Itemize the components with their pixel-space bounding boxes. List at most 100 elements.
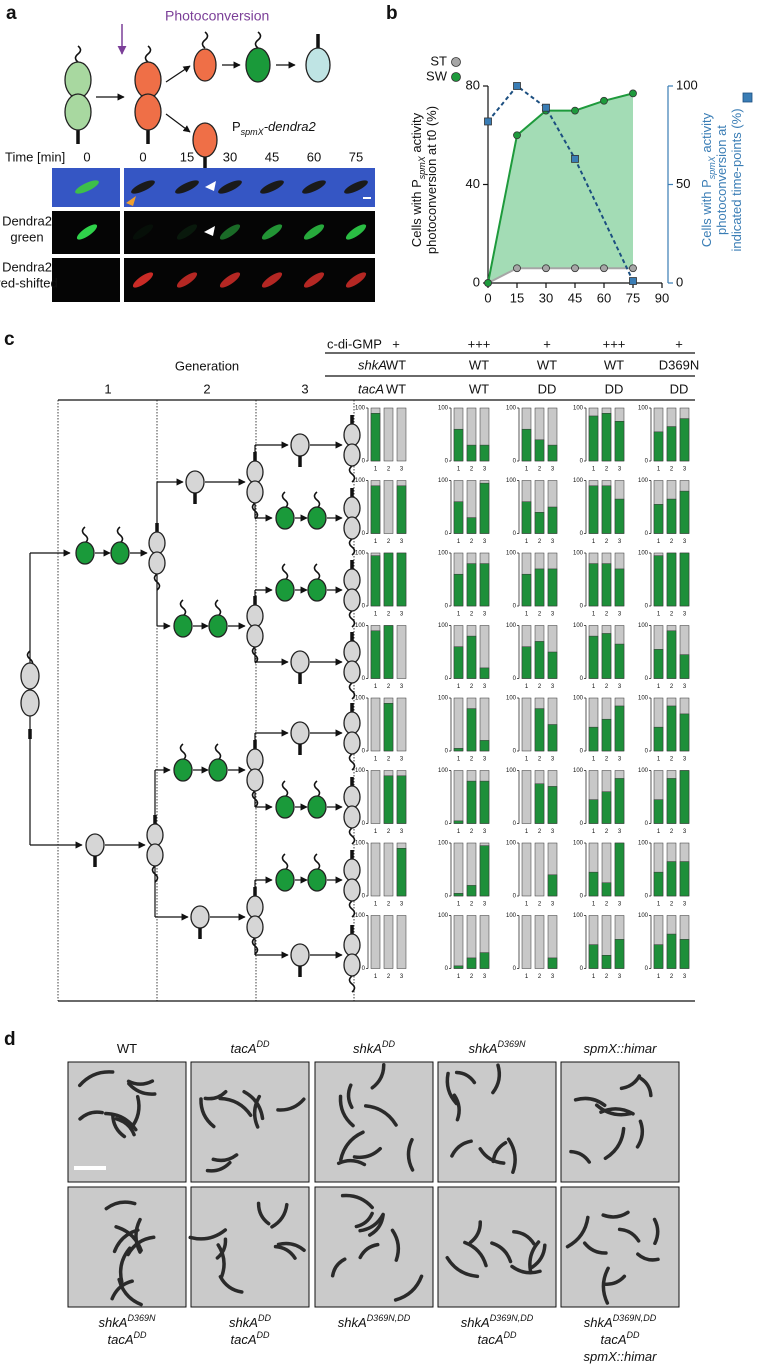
header-value: D369N: [659, 357, 699, 372]
bar-rest: [396, 407, 407, 462]
bar: [547, 724, 558, 752]
flagellum: [151, 865, 159, 883]
cell: [190, 905, 210, 929]
bar: [479, 952, 490, 969]
cell-image: [218, 1274, 244, 1294]
cell: [134, 61, 162, 99]
x-tick-label: 1: [374, 757, 378, 763]
bar: [534, 568, 545, 607]
x-tick-label: 1: [457, 829, 461, 835]
x-tick-label: 1: [657, 902, 661, 908]
y-tick-label: 0: [513, 821, 517, 827]
header-value: WT: [386, 357, 406, 372]
point: [600, 96, 608, 105]
cell-image: [104, 1200, 137, 1211]
text-part: D369N,DD: [490, 1313, 534, 1323]
x-tick-label: 1: [374, 612, 378, 618]
x-tick-label: 15: [510, 290, 524, 305]
bar: [588, 485, 599, 534]
cell: [75, 541, 95, 565]
cell-image: [302, 180, 326, 194]
y-tick-label: 0: [645, 966, 649, 972]
y-tick-label: 0: [513, 604, 517, 610]
generation-number: 3: [301, 381, 308, 396]
bar: [653, 726, 664, 752]
y-tick-label: 100: [506, 768, 517, 774]
y-tick-label: 100: [438, 551, 449, 557]
bar: [453, 820, 464, 824]
strain-label: shkADD: [229, 1313, 271, 1330]
y-tick-label: 100: [638, 768, 649, 774]
x-tick-label: 2: [605, 757, 609, 763]
x-tick-label: 1: [592, 612, 596, 618]
flagellum: [81, 526, 89, 544]
channel-label: Dendra2: [2, 259, 52, 274]
cell-image: [219, 224, 241, 240]
bar-rest: [370, 697, 381, 752]
cell-image: [565, 1215, 590, 1249]
flagellum: [251, 790, 259, 808]
time-value: 75: [349, 149, 363, 164]
y-tick-label: 0: [580, 676, 584, 682]
flagellum: [348, 465, 356, 483]
cell-image: [199, 1097, 216, 1129]
cell-image: [344, 180, 368, 194]
y-tick-label: 0: [362, 604, 366, 610]
strain-label: shkAD369N: [469, 1039, 526, 1056]
x-tick-label: 3: [551, 684, 555, 690]
x-tick-label: 1: [592, 829, 596, 835]
y-tick-label: 100: [573, 406, 584, 412]
bar: [396, 775, 407, 824]
series-line: [487, 84, 634, 282]
bar-rest: [370, 770, 381, 824]
flagellum: [281, 853, 289, 871]
x-tick-label: 1: [592, 902, 596, 908]
bar: [679, 770, 690, 824]
x-tick-label: 2: [605, 974, 609, 980]
x-tick-label: 2: [670, 612, 674, 618]
x-tick-label: 1: [525, 539, 529, 545]
x-tick-label: 1: [457, 612, 461, 618]
x-tick-label: 2: [670, 757, 674, 763]
cell-image: [346, 1083, 354, 1110]
cell: [343, 496, 361, 520]
y-tick-label: 100: [506, 406, 517, 412]
bar-rest: [383, 915, 394, 969]
y-tick-label: 100: [638, 551, 649, 557]
y-tick-label: 0: [362, 531, 366, 537]
cell-image: [132, 272, 154, 288]
cell: [110, 541, 130, 565]
x-tick-label: 3: [683, 757, 687, 763]
x-tick-label: 1: [525, 467, 529, 473]
cell: [275, 795, 295, 819]
x-tick-label: 2: [387, 974, 391, 980]
bar: [588, 635, 599, 679]
x-tick-label: 1: [657, 757, 661, 763]
x-tick-label: 1: [525, 902, 529, 908]
flagellum: [179, 743, 187, 761]
y-tick-label: 100: [638, 696, 649, 702]
cell-image: [256, 1201, 271, 1226]
bar: [479, 667, 490, 679]
cell-image: [218, 1096, 253, 1117]
text-part: shkA: [584, 1315, 613, 1330]
y-tick-label: 0: [513, 966, 517, 972]
bar: [383, 552, 394, 607]
cell-image: [528, 1240, 541, 1275]
x-tick-label: 1: [374, 829, 378, 835]
flagellum: [251, 937, 259, 955]
bar: [479, 845, 490, 897]
cell: [307, 506, 327, 530]
y-tick-label: 100: [573, 551, 584, 557]
text-part: DD: [257, 1039, 270, 1049]
text-part: tacA: [230, 1041, 256, 1056]
flagellum: [74, 45, 82, 63]
bar: [601, 413, 612, 462]
cell: [193, 48, 217, 82]
cell-image: [345, 224, 367, 240]
bar: [466, 780, 477, 824]
y-tick-label: 40: [466, 176, 480, 191]
cell-image: [176, 272, 198, 288]
cell-image: [406, 1138, 415, 1172]
x-tick-label: 3: [551, 829, 555, 835]
